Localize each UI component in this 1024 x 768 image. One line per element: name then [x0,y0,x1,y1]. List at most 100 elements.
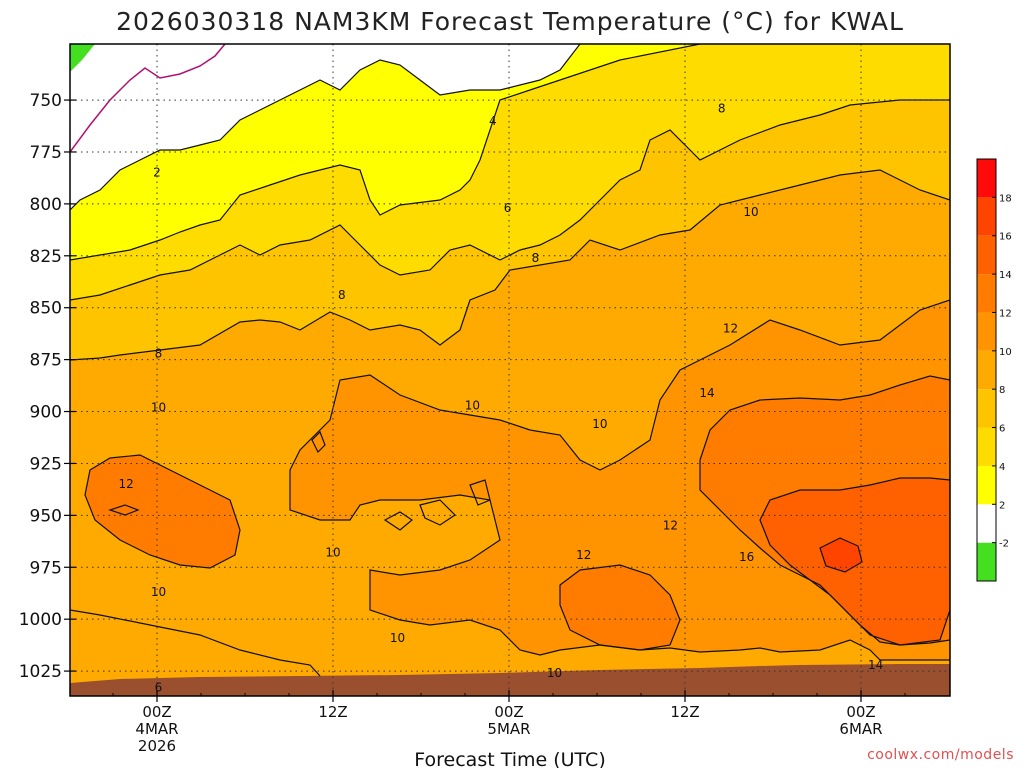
contour-label: 14 [868,658,883,672]
y-tick-label: 800 [30,195,62,215]
plot-frame [69,43,951,697]
terrain [70,664,950,696]
colorbar-swatch [977,465,996,505]
x-axis-title: Forecast Time (UTC) [414,749,605,768]
x-tick-label: 00Z [494,703,523,721]
y-tick-label: 825 [30,247,62,267]
contour-label: 14 [699,386,714,400]
contour-line-2 [70,44,581,211]
colorbar-label: 14 [999,270,1012,281]
grid [70,44,950,696]
colorbar-swatch [977,427,996,466]
contour-label: 8 [338,288,346,302]
band-18-plus [820,538,862,572]
x-tick-label: 2026 [138,737,176,755]
x-tick-label: 12Z [318,703,347,721]
colorbar-label: 16 [999,232,1012,243]
colorbar-label: 4 [999,462,1005,473]
contour-label: 10 [325,546,340,560]
plot-area [70,44,950,696]
contour-line-small-2 [383,511,414,531]
colorbar-swatch [977,274,996,313]
contour-label: 8 [155,346,163,360]
colorbar-label: 2 [999,500,1005,511]
y-tick-label: 950 [30,506,62,526]
y-tick-label: 1000 [19,610,62,630]
contour-line-6 [70,99,950,301]
credit-text: coolwx.com/models [867,747,1014,763]
colorbar-frame [976,158,997,582]
y-tick-label: 925 [30,454,62,474]
x-tick-label: 4MAR [135,720,178,738]
colorbar-swatch [977,504,996,543]
colorbar-label: 12 [999,308,1012,319]
band-below-2 [70,44,95,72]
contour-label: 8 [532,251,540,265]
contour-line-8 [70,169,950,361]
x-tick-label: 12Z [670,703,699,721]
colorbar-swatch [977,159,996,198]
chart-title: 2026030318 NAM3KM Forecast Temperature (… [116,7,904,36]
x-tick-label: 6MAR [839,720,882,738]
contour-line-small-1 [108,504,140,516]
contour-line-small-5 [311,430,326,454]
band-12-14-left-warm [85,455,240,568]
band-4-6 [70,44,950,260]
contour-line-14 [759,477,950,646]
colorbar-swatch [977,542,996,581]
colorbar-swatch [977,350,996,390]
contour-label: 10 [743,205,758,219]
x-tick-label: 00Z [846,703,875,721]
contour-label: 10 [547,666,562,680]
contour-label: 10 [465,398,480,412]
y-axis: 750 775 800 825 850 875 900 925 950 975 1000 1025 [19,91,76,682]
colorbar-label: 8 [999,385,1005,396]
contour-line-12-left [84,454,241,569]
band-14-16-center [560,565,680,650]
x-tick-label: 5MAR [487,720,530,738]
colorbar-label: 6 [999,424,1005,435]
contour-label: 12 [119,477,134,491]
contour-label: 12 [576,548,591,562]
contour-line-4 [70,44,701,261]
contour-label: 2 [153,166,161,180]
colorbar: -2 2 4 6 8 10 12 14 16 18 [976,158,1012,582]
contour-label: 12 [723,321,738,335]
y-tick-label: 1025 [19,662,62,682]
contour-line-12-right [699,375,950,646]
contour-line-small-3 [419,499,456,526]
contour-label: 16 [739,550,754,564]
colorbar-label: -2 [999,539,1009,550]
contour-line-zero [70,44,226,153]
colorbar-swatch [977,312,996,351]
colorbar-swatch [977,197,996,236]
contour-label: 6 [504,201,512,215]
contour-label: 10 [390,631,405,645]
contour-label: 12 [663,519,678,533]
y-tick-label: 850 [30,299,62,319]
contour-line-16 [819,537,863,573]
band-2-4 [70,44,580,210]
contour-line-10 [70,609,321,677]
y-tick-label: 775 [30,143,62,163]
y-tick-label: 900 [30,403,62,423]
y-tick-label: 975 [30,558,62,578]
contour-label: 10 [151,585,166,599]
contour-label: 6 [155,681,163,695]
contour-label: 10 [151,400,166,414]
contour-line-12-center [559,564,681,651]
colorbar-swatch [977,389,996,428]
contour-label: 8 [718,101,726,115]
contour-label: 10 [592,417,607,431]
x-tick-label: 00Z [142,703,171,721]
colorbar-label: 18 [999,193,1012,204]
colorbar-swatch [977,235,996,275]
contour-line-10b [289,299,950,661]
contour-line-small-4 [469,479,491,506]
y-tick-label: 750 [30,91,62,111]
colorbar-label: 10 [999,347,1012,358]
contour-labels: 2 4 6 8 10 8 8 8 12 14 10 10 10 12 12 12 16 10 10 10 10 14 6 [119,101,884,694]
y-tick-label: 875 [30,351,62,371]
